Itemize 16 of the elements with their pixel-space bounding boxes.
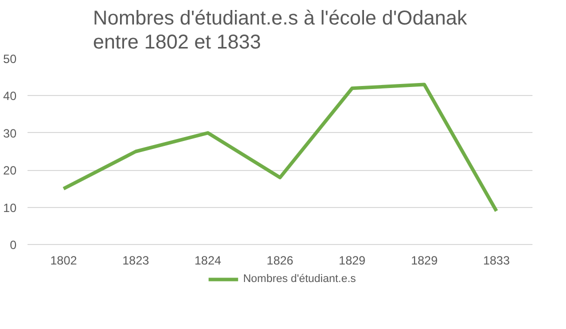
x-tick-label: 1826 [266,254,294,268]
y-tick-label: 30 [3,126,17,140]
y-tick-label: 10 [3,200,17,215]
y-tick-label: 20 [3,164,17,178]
x-tick-label: 1824 [194,254,222,268]
y-tick-label: 40 [3,89,17,104]
x-tick-label: 1833 [483,254,510,268]
legend-label: Nombres d'étudiant.e.s [243,273,356,285]
y-tick-label: 0 [10,238,17,252]
x-tick-label: 1829 [410,254,438,268]
x-tick-label: 1829 [338,254,366,268]
y-tick-label: 50 [3,52,17,66]
chart-title: Nombres d'étudiant.e.s à l'école d'Odanak entre 1802 et 1833 [93,7,468,54]
x-tick-label: 1802 [50,254,78,268]
line-series [62,82,498,213]
x-tick-label: 1823 [122,254,150,268]
